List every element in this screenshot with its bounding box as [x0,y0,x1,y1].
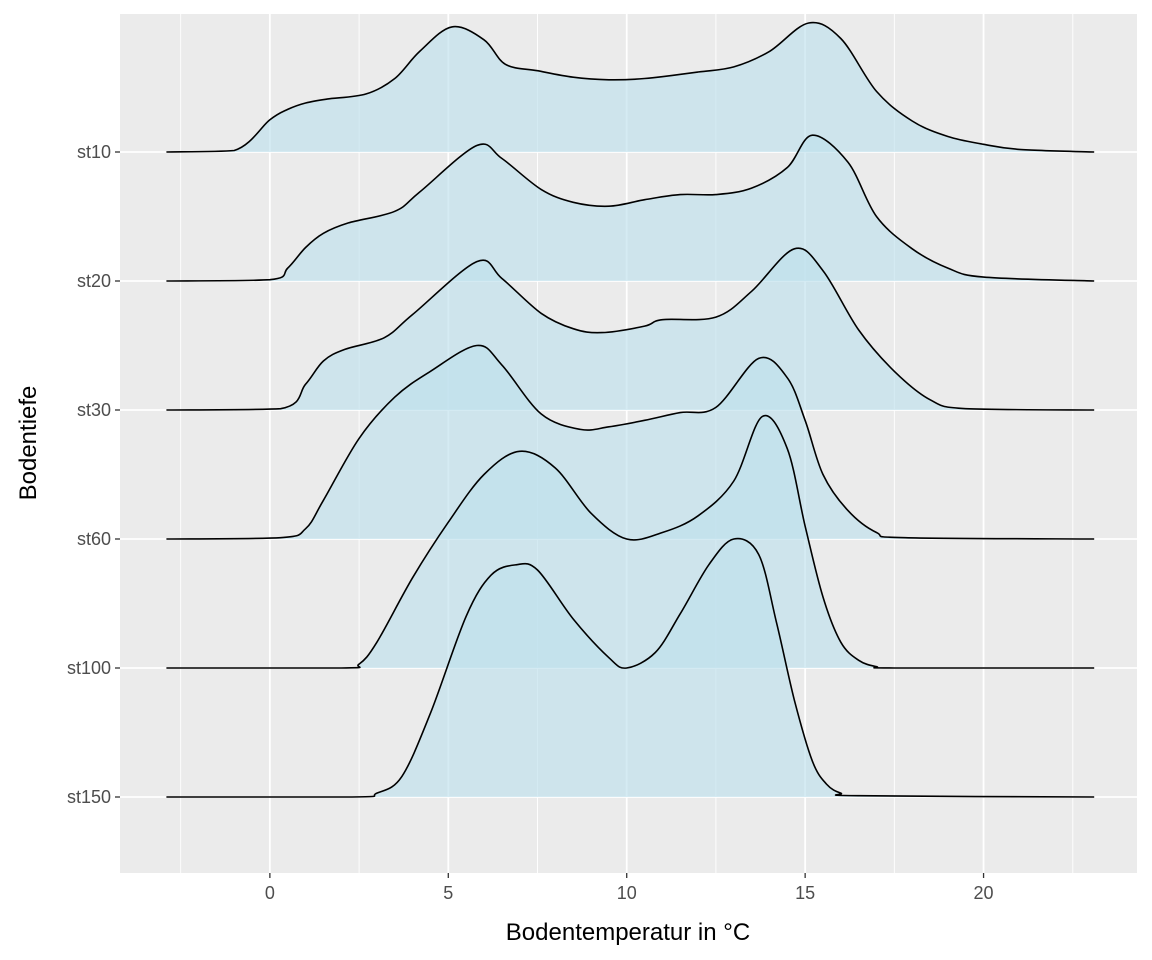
y-axis-title: Bodentiefe [15,386,42,501]
ridge-line [166,344,1095,540]
y-tick-label: st10 [77,142,111,162]
ridge-st60 [166,344,1095,540]
y-tick-label: st100 [67,658,111,678]
x-axis-title: Bodentemperatur in °C [506,919,750,946]
y-tick-label: st30 [77,400,111,420]
ridge-fill [166,22,1095,152]
x-tick-labels: 0 5 10 15 20 [265,873,994,903]
ridge-line [166,21,1095,153]
y-tick-labels: st10 st20 st30 st60 st100 st150 [67,142,120,807]
ridge-line [166,134,1095,282]
ridge-st10 [166,21,1095,153]
x-tick-label: 15 [795,883,815,903]
y-tick-label: st150 [67,787,111,807]
y-tick-label: st20 [77,271,111,291]
ridge-fill [166,345,1095,539]
x-tick-label: 5 [443,883,453,903]
ridges [166,21,1095,798]
ridge-line [166,414,1095,669]
ridge-st150 [166,537,1095,798]
x-tick-label: 0 [265,883,275,903]
ridge-st30 [166,247,1095,411]
x-tick-label: 20 [974,883,994,903]
ridge-line [166,537,1095,798]
ridge-line [166,247,1095,411]
ridge-st100 [166,414,1095,669]
y-tick-label: st60 [77,529,111,549]
ridge-fill [166,135,1095,281]
ridge-st20 [166,134,1095,282]
x-tick-label: 10 [617,883,637,903]
